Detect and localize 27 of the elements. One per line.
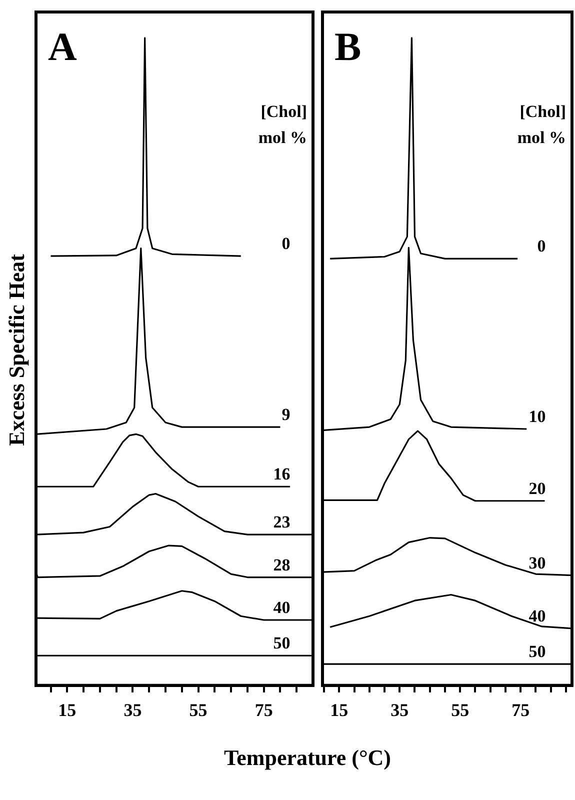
series-label: 40 — [528, 606, 546, 626]
chart-title: B — [334, 24, 362, 69]
legend-title: [Chol] mol % — [258, 102, 307, 147]
x-tick-label: 35 — [390, 700, 409, 720]
text: 0 — [282, 234, 290, 254]
x-axis-title: Temperature (°C) — [222, 745, 392, 771]
series-label: 28 — [273, 555, 290, 574]
series-label: 50 — [528, 642, 546, 662]
x-tick-label: 55 — [451, 700, 470, 720]
series-label: 30 — [528, 553, 546, 572]
legend-title: [Chol] mol % — [517, 102, 566, 147]
series-label: 23 — [273, 512, 290, 532]
series-label: 20 — [528, 478, 546, 498]
x-tick-label: 75 — [512, 700, 530, 720]
x-tick-label: 35 — [124, 700, 142, 720]
chart-title: A — [48, 24, 77, 69]
series-label: 0 — [537, 236, 546, 256]
series-label: 16 — [273, 464, 290, 484]
series-label: 10 — [528, 406, 546, 426]
series-label: 40 — [273, 598, 290, 618]
x-tick-label: 15 — [330, 700, 348, 720]
x-tick-label: 75 — [254, 700, 273, 720]
series-label: 9 — [282, 405, 290, 424]
x-tick-label: 15 — [58, 700, 76, 720]
x-tick-label: 55 — [189, 700, 208, 720]
series-label: 50 — [273, 634, 290, 653]
y-axis-title: Excess Specific Heat — [4, 254, 30, 446]
